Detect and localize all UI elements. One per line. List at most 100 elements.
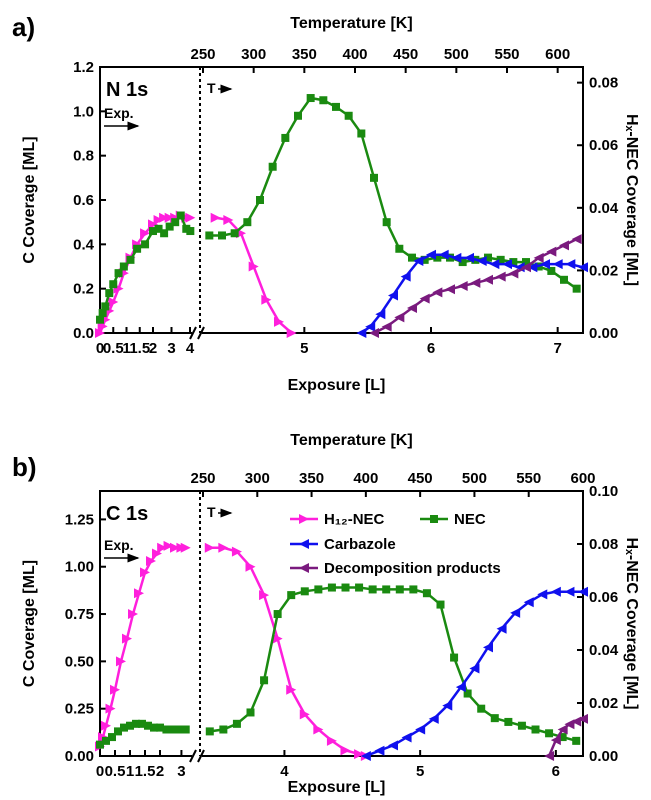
panel-a-chart: 0.0 0.2 0.4 0.6 0.8 1.0 1.2 0.00 0.02 0.04 0.06 0.0… [12, 12, 640, 394]
data-point [572, 736, 581, 745]
data-point [313, 724, 324, 735]
data-point [114, 727, 122, 736]
y-left-tick-label: 0.2 [73, 281, 94, 298]
data-point [490, 714, 499, 723]
data-point [354, 749, 365, 760]
data-point [138, 719, 146, 728]
data-point [489, 259, 500, 270]
data-point [287, 591, 296, 600]
data-point [483, 274, 493, 285]
data-point [455, 682, 466, 693]
data-point [116, 656, 126, 667]
x-tick-label: 2 [149, 340, 157, 357]
exposure-phase-label: Exp. [104, 537, 134, 553]
data-point [401, 732, 412, 743]
data-point [156, 723, 164, 732]
data-point [438, 249, 449, 260]
x-tick-label: 0.5 [103, 340, 124, 357]
data-point [306, 94, 315, 103]
y-right-tick-label: 0.06 [589, 589, 618, 606]
data-point [141, 240, 150, 249]
data-point [572, 284, 581, 293]
data-point [355, 583, 364, 592]
data-point [374, 745, 385, 756]
data-point [300, 587, 309, 596]
x-tick-label: 1 [122, 340, 130, 357]
data-point [180, 542, 191, 553]
data-point [133, 244, 142, 253]
series-h12-nec [95, 210, 297, 338]
data-point [149, 227, 157, 236]
x-tick-label: 0.5 [105, 763, 126, 780]
data-point [409, 585, 418, 594]
data-point [450, 653, 459, 662]
legend-entry: H₁₂-NEC [324, 511, 385, 528]
y-right-tick-label: 0.02 [589, 695, 618, 712]
data-point [122, 633, 132, 644]
data-point [182, 224, 191, 233]
data-point [483, 642, 493, 653]
x-top-tick-label: 450 [393, 46, 418, 63]
series-decomposition-products [369, 234, 582, 338]
data-point [422, 589, 431, 598]
data-point [550, 735, 561, 746]
data-point [185, 212, 196, 223]
data-point [341, 583, 350, 592]
data-point [544, 751, 555, 761]
x-tick-label: 2 [156, 763, 164, 780]
data-point [540, 259, 550, 270]
y-left-tick-label: 1.25 [65, 511, 94, 528]
data-point [268, 162, 277, 171]
data-point [176, 211, 185, 220]
data-point [382, 218, 391, 227]
legend-entry: Carbazole [324, 536, 396, 553]
legend: H₁₂-NEC NEC Carbazole Decomposition product… [290, 511, 501, 577]
y-left-axis-title: C Coverage [ML] [21, 136, 38, 263]
data-point [281, 133, 290, 142]
panel-letter: b) [12, 452, 37, 482]
data-point [101, 302, 110, 311]
plot-frame [99, 66, 584, 334]
data-point [273, 610, 282, 619]
series-carbazole [360, 586, 588, 761]
data-point [428, 713, 439, 724]
data-point [463, 689, 472, 698]
data-point [436, 600, 445, 609]
temperature-phase-label: T [207, 504, 216, 520]
data-point [126, 255, 135, 264]
y-right-tick-label: 0.04 [589, 642, 619, 659]
data-point [496, 623, 507, 634]
data-point [204, 542, 215, 553]
data-point [510, 607, 521, 618]
x-top-tick-label: 600 [570, 470, 595, 487]
data-point [432, 287, 443, 298]
data-point [382, 585, 391, 594]
data-point [162, 725, 171, 734]
data-point [109, 280, 118, 289]
data-point [451, 252, 462, 263]
x-top-tick-label: 350 [299, 470, 324, 487]
data-point [186, 227, 195, 236]
data-point [388, 740, 398, 751]
panel-letter: a) [12, 12, 35, 42]
data-point [550, 586, 561, 597]
x-tick-label: 1.5 [129, 340, 150, 357]
data-point [531, 725, 540, 734]
data-point [219, 725, 228, 734]
data-point [148, 219, 158, 230]
data-point [101, 720, 111, 731]
data-point [102, 736, 110, 745]
data-point [299, 709, 310, 720]
data-point [457, 281, 468, 292]
data-point [394, 312, 405, 323]
data-point [442, 700, 453, 711]
axis-break-mark [189, 749, 197, 763]
data-point [332, 102, 340, 111]
data-point [105, 703, 116, 714]
data-point [375, 309, 386, 320]
y-right-axis-title: Hₓ-NEC Coverage [ML] [623, 537, 640, 709]
data-point [517, 721, 526, 730]
data-point [400, 271, 411, 282]
data-point [175, 725, 184, 734]
